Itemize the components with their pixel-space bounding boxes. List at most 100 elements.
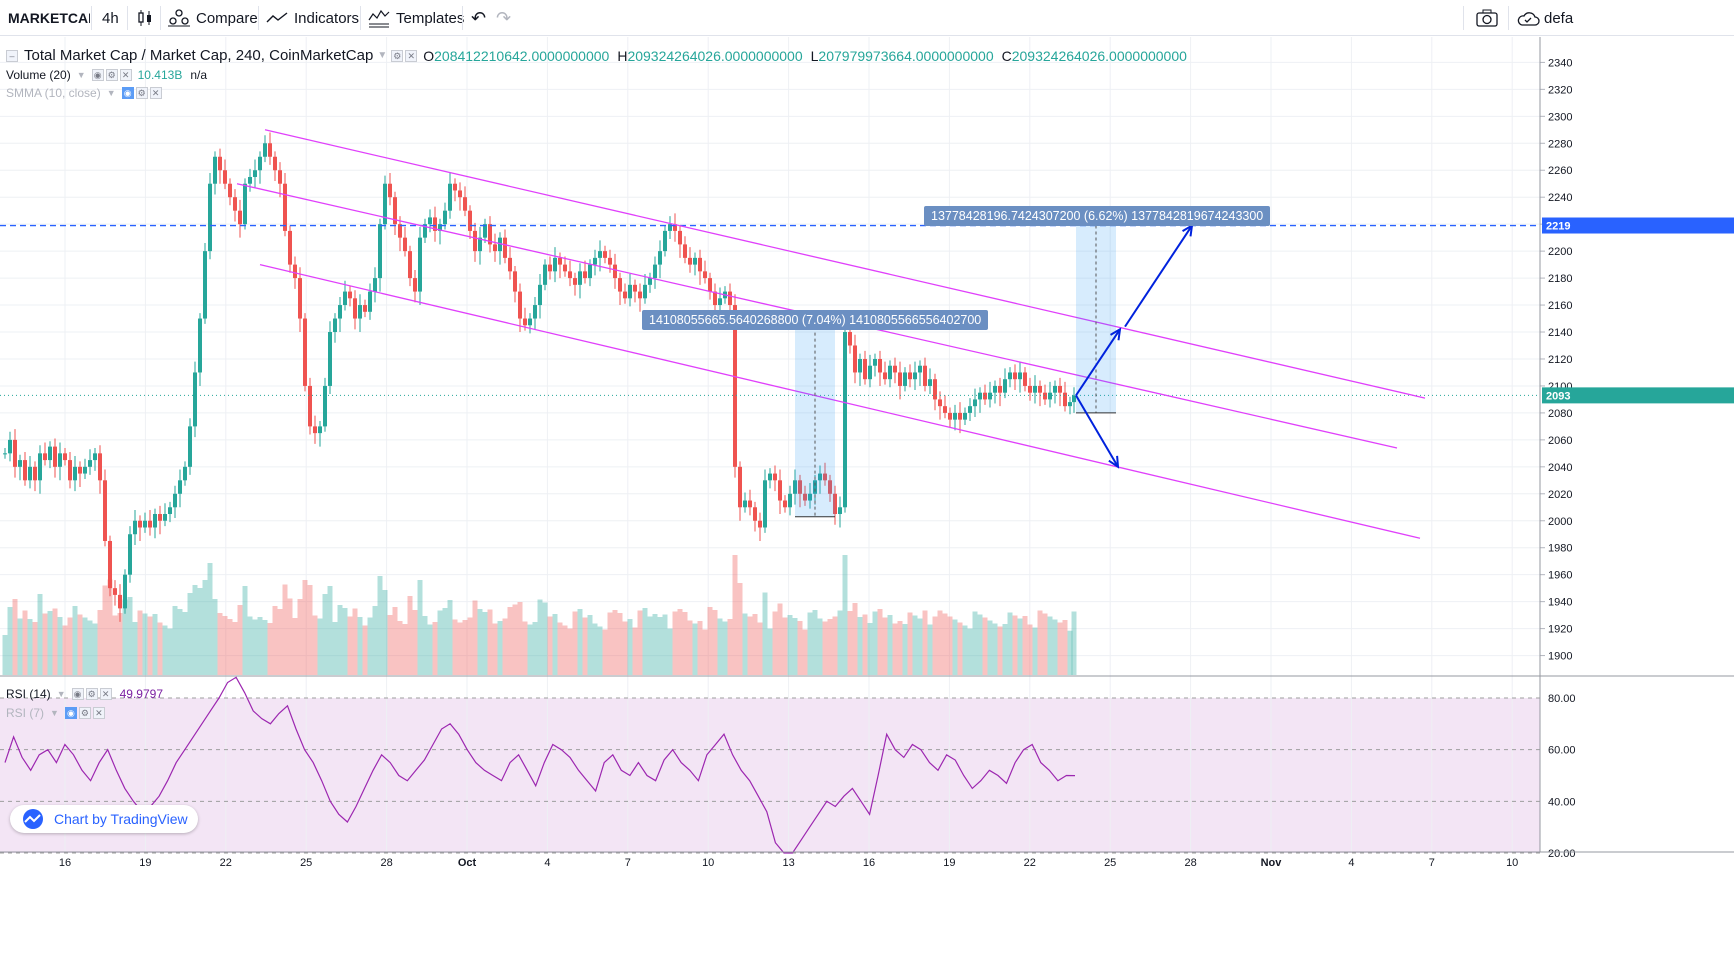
candle-body xyxy=(583,271,587,279)
volume-bar xyxy=(257,617,263,675)
candle-body xyxy=(1043,392,1047,400)
compare-button[interactable]: Compare xyxy=(168,0,258,36)
eye-hidden-icon[interactable]: ◉ xyxy=(121,87,134,99)
volume-bar xyxy=(192,585,198,675)
candle-body xyxy=(858,358,862,373)
volume-bar xyxy=(202,580,208,675)
volume-bar xyxy=(792,618,798,675)
measure-label-upper[interactable]: 13778428196.7424307200 (6.62%) 137784281… xyxy=(924,206,1271,226)
close-icon[interactable]: ✕ xyxy=(92,707,105,719)
indicators-label: Indicators xyxy=(294,9,360,27)
indicators-icon xyxy=(266,12,288,23)
volume-bar xyxy=(832,616,838,675)
candle-body xyxy=(428,217,432,225)
rsi7-label[interactable]: RSI (7) xyxy=(6,706,45,720)
volume-bar xyxy=(862,614,868,675)
tradingview-badge[interactable]: Chart by TradingView xyxy=(10,805,198,833)
settings-icon[interactable]: ⚙ xyxy=(105,69,118,81)
volume-bar xyxy=(42,613,48,675)
open-value: 208412210642.0000000000 xyxy=(434,47,610,64)
chart-style-button[interactable] xyxy=(136,0,154,36)
volume-bar xyxy=(342,608,348,675)
close-icon[interactable]: ✕ xyxy=(405,49,418,62)
volume-bar xyxy=(552,614,558,675)
volume-bar xyxy=(532,622,538,675)
volume-bar xyxy=(252,619,258,675)
level-price-badge xyxy=(1542,217,1734,234)
volume-bar xyxy=(867,623,873,675)
candle-body xyxy=(963,412,967,420)
close-icon[interactable]: ✕ xyxy=(149,87,162,99)
eye-icon[interactable]: ◉ xyxy=(71,688,84,700)
indicators-button[interactable]: Indicators xyxy=(266,0,359,36)
save-layout-button[interactable]: defa xyxy=(1516,0,1573,36)
smma-legend: SMMA (10, close) ▼ ◉ ⚙ ✕ xyxy=(6,86,164,100)
candle-body xyxy=(488,224,492,245)
volume-bar xyxy=(962,625,968,675)
measure-label-lower[interactable]: 14108055665.5640268800 (7.04%) 141080556… xyxy=(642,310,989,330)
candle-body xyxy=(553,257,557,272)
candle-body xyxy=(388,183,392,198)
candle-body xyxy=(798,480,802,494)
settings-icon[interactable]: ⚙ xyxy=(391,49,404,62)
undo-button[interactable]: ↶ xyxy=(471,0,486,36)
volume-bar xyxy=(797,621,803,675)
chevron-down-icon[interactable]: ▼ xyxy=(50,708,59,718)
redo-button[interactable]: ↷ xyxy=(496,0,511,36)
price-tick-label: 2260 xyxy=(1548,165,1572,177)
settings-icon[interactable]: ⚙ xyxy=(135,87,148,99)
volume-label[interactable]: Volume (20) xyxy=(6,68,71,82)
volume-bar xyxy=(72,606,78,675)
templates-button[interactable]: Templates xyxy=(368,0,464,36)
branding-text: Chart by TradingView xyxy=(54,811,188,827)
interval-button[interactable]: 4h xyxy=(102,9,119,27)
arrow-up-1-head xyxy=(1110,327,1122,341)
candle-body xyxy=(273,156,277,171)
settings-icon[interactable]: ⚙ xyxy=(85,688,98,700)
candle-body xyxy=(1033,385,1037,393)
candle-body xyxy=(558,257,562,265)
volume-bar xyxy=(802,629,808,675)
screenshot-button[interactable] xyxy=(1476,0,1498,36)
candle-body xyxy=(408,251,412,279)
chart-area[interactable]: 16 19 22 25 28 Oct 4 7 10 13 16 19 22 25 28 Nov 4 7 10 2340… xyxy=(0,37,1734,957)
close-icon[interactable]: ✕ xyxy=(119,69,132,81)
collapse-icon[interactable]: – xyxy=(6,49,18,62)
eye-hidden-icon[interactable]: ◉ xyxy=(64,707,77,719)
candle-body xyxy=(668,224,672,231)
chevron-down-icon[interactable]: ▼ xyxy=(106,88,116,98)
volume-bar xyxy=(677,609,683,675)
volume-bar xyxy=(877,609,883,675)
time-tick-label: Nov xyxy=(1261,857,1283,869)
candle-body xyxy=(823,473,827,481)
rsi-label[interactable]: RSI (14) xyxy=(6,687,51,701)
candle-body xyxy=(58,453,62,467)
time-tick-label: 16 xyxy=(59,857,71,869)
close-icon[interactable]: ✕ xyxy=(99,688,112,700)
volume-bar xyxy=(292,618,298,675)
symbol-search[interactable]: MARKETCAP xyxy=(8,10,90,26)
volume-bar xyxy=(742,613,748,675)
volume-bar xyxy=(1002,624,1008,675)
candle-body xyxy=(853,345,857,373)
undo-icon: ↶ xyxy=(471,7,487,28)
chevron-down-icon[interactable]: ▼ xyxy=(56,689,66,699)
chevron-down-icon[interactable]: ▼ xyxy=(377,50,388,61)
eye-icon[interactable]: ◉ xyxy=(91,69,104,81)
candle-body xyxy=(1048,392,1052,400)
volume-bar xyxy=(17,618,23,675)
volume-bar xyxy=(437,610,443,675)
smma-label[interactable]: SMMA (10, close) xyxy=(6,86,101,100)
series-title[interactable]: Total Market Cap / Market Cap, 240, Coin… xyxy=(24,47,374,64)
high-value: 209324264026.0000000000 xyxy=(627,47,803,64)
chevron-down-icon[interactable]: ▼ xyxy=(76,70,86,80)
chart-canvas[interactable]: 16 19 22 25 28 Oct 4 7 10 13 16 19 22 25 28 Nov 4 7 10 2340… xyxy=(0,37,1734,957)
settings-icon[interactable]: ⚙ xyxy=(78,707,91,719)
candle-body xyxy=(728,291,732,306)
candle-body xyxy=(23,460,27,481)
volume-bar xyxy=(752,614,758,675)
candle-body xyxy=(48,446,52,461)
volume-bar xyxy=(847,611,853,675)
volume-bar xyxy=(327,586,333,675)
volume-bar xyxy=(767,628,773,675)
